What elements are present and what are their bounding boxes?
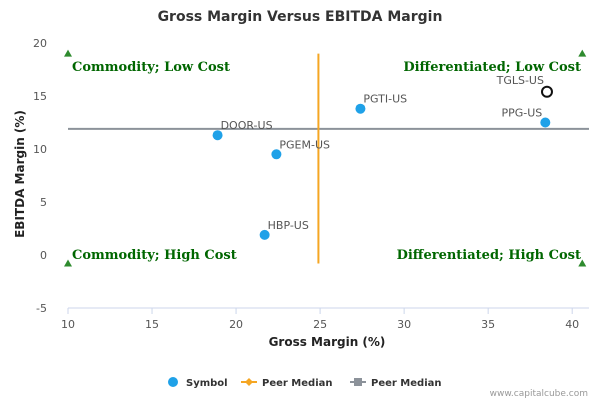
quadrant-label-bottom-right: Differentiated; High Cost (397, 248, 581, 263)
x-tick-label: 25 (313, 318, 327, 331)
y-tick-label: -5 (36, 302, 47, 315)
data-point[interactable] (355, 103, 366, 114)
y-axis-ticks: -5 0 5 10 15 20 (33, 37, 47, 315)
y-tick-label: 20 (33, 37, 47, 50)
y-tick-label: 5 (40, 196, 47, 209)
credit-text: www.capitalcube.com (490, 389, 588, 399)
x-axis-title: Gross Margin (%) (269, 335, 386, 349)
quadrant-label-bottom-left: Commodity; High Cost (72, 248, 237, 263)
legend-label[interactable]: Peer Median (262, 378, 333, 389)
legend-symbol-marker (168, 377, 178, 387)
quadrant-triangles (64, 49, 587, 267)
x-tick-label: 30 (397, 318, 411, 331)
chart-title: Gross Margin Versus EBITDA Margin (158, 9, 443, 25)
legend-label[interactable]: Peer Median (371, 378, 442, 389)
data-point[interactable] (540, 117, 551, 128)
x-tick-label: 20 (229, 318, 243, 331)
data-points: DOOR-US PGEM-US HBP-US PGTI-US PPG-US TGLS-US (212, 74, 553, 240)
quadrant-label-top-left: Commodity; Low Cost (72, 60, 230, 75)
data-point[interactable] (271, 149, 282, 160)
point-label: HBP-US (268, 219, 309, 232)
legend-label[interactable]: Symbol (186, 378, 228, 389)
x-tick-label: 35 (481, 318, 495, 331)
x-tick-label: 15 (145, 318, 159, 331)
y-axis-title: EBITDA Margin (%) (13, 110, 27, 238)
quadrant-label-top-right: Differentiated; Low Cost (403, 60, 581, 75)
x-axis-ticks: 10 15 20 25 30 35 40 (61, 308, 579, 331)
legend: Symbol Peer Median Peer Median (168, 377, 442, 389)
quadrant-triangle-marker (578, 49, 587, 57)
data-point[interactable] (259, 229, 270, 240)
quadrant-triangle-marker (64, 49, 72, 57)
quadrant-triangle-marker (64, 259, 72, 267)
quadrant-triangle-marker (578, 259, 587, 267)
point-label: PGEM-US (279, 138, 330, 151)
x-tick-label: 40 (565, 318, 579, 331)
point-label: PGTI-US (363, 93, 407, 106)
y-tick-label: 10 (33, 143, 47, 156)
point-label: TGLS-US (496, 74, 544, 87)
point-label: DOOR-US (221, 119, 273, 132)
legend-diamond-marker (245, 378, 253, 386)
highlighted-point[interactable] (540, 85, 553, 98)
y-tick-label: 15 (33, 90, 47, 103)
y-tick-label: 0 (40, 249, 47, 262)
point-label: PPG-US (502, 107, 543, 120)
x-tick-label: 10 (61, 318, 75, 331)
data-point[interactable] (212, 130, 223, 141)
legend-square-marker (354, 378, 362, 386)
